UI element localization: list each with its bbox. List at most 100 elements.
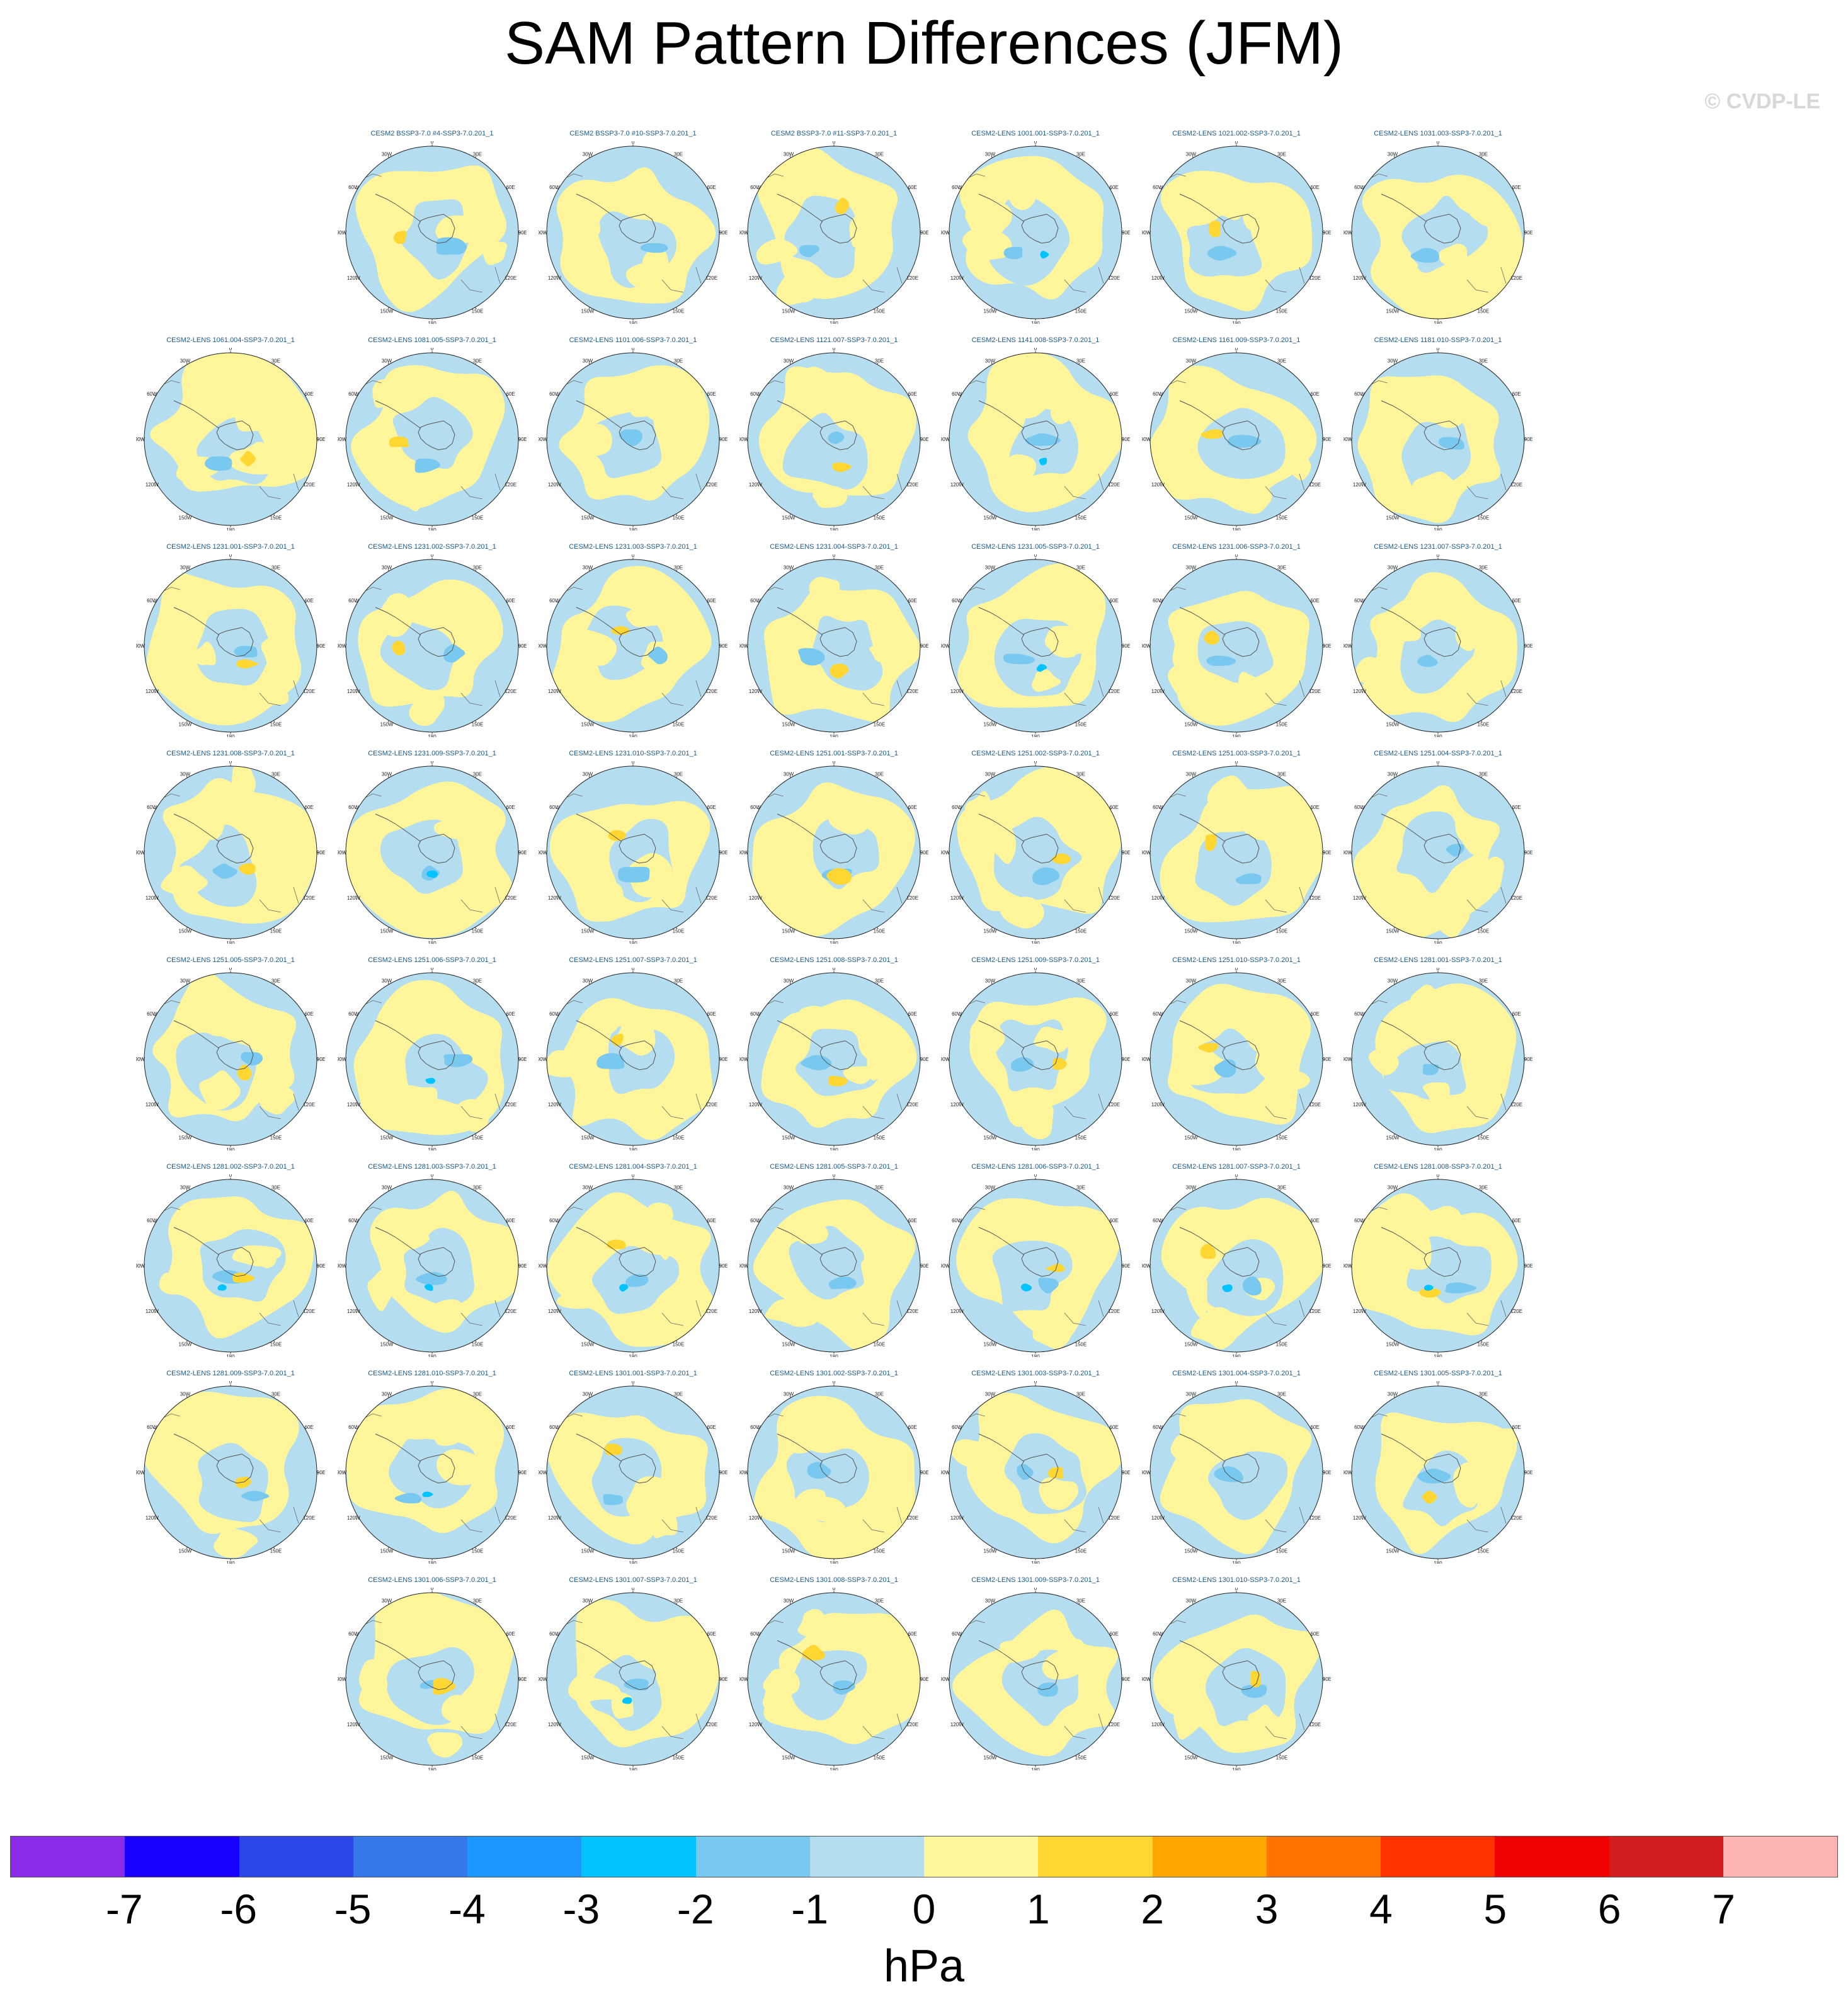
polar-map: 030E60E90E120E150E180150W120W90W60W30W (1343, 761, 1532, 944)
longitude-tick (908, 482, 911, 484)
longitude-tick (676, 569, 678, 571)
longitude-tick (387, 1602, 389, 1605)
credit-watermark: © CVDP-LE (1704, 89, 1820, 113)
longitude-label: 150E (673, 1755, 685, 1761)
longitude-label: 0 (431, 141, 434, 145)
longitude-label: 60W (750, 1011, 761, 1017)
contour-fill (234, 646, 258, 658)
longitude-label: 150E (673, 515, 685, 521)
map-panel: CESM2-LENS 1161.009-SSP3-7.0.201_1 0 30E 60… (1142, 336, 1331, 533)
polar-map: 030E60E90E120E150E180150W120W90W60W30W (539, 141, 727, 324)
contour-fill (372, 379, 399, 408)
longitude-tick (877, 927, 879, 929)
contour-fill (380, 819, 463, 894)
longitude-tick (789, 569, 791, 571)
contour-fill (1037, 1682, 1058, 1697)
longitude-tick (506, 1428, 509, 1430)
polar-map: 030E60E90E120E150E180150W120W90W60W30W (136, 554, 325, 737)
contour-fill (234, 394, 278, 432)
longitude-label: 120E (303, 895, 315, 901)
longitude-label: 150W (380, 1755, 394, 1761)
longitude-tick (877, 982, 879, 985)
longitude-label: 60E (305, 1011, 314, 1017)
contour-fill (402, 474, 429, 512)
coastline (173, 400, 220, 429)
longitude-tick (588, 1340, 590, 1343)
longitude-tick (475, 927, 477, 929)
longitude-tick (475, 1753, 477, 1756)
longitude-tick (1512, 394, 1515, 396)
polar-map: 030E60E90E120E150E180150W120W90W60W30W (539, 348, 727, 530)
contour-fill (380, 622, 456, 690)
panel-title: CESM2-LENS 1161.009-SSP3-7.0.201_1 (1172, 336, 1301, 344)
colorbar-swatch (924, 1836, 1039, 1877)
longitude-label: 90W (1343, 1263, 1353, 1269)
longitude-label: 90W (1142, 437, 1151, 442)
contour-fill (197, 994, 236, 1036)
coastline (978, 193, 1025, 222)
longitude-label: 30E (271, 1184, 280, 1190)
longitude-label: 30W (784, 564, 794, 570)
contour-fill (392, 640, 406, 656)
polar-map: 030E60E90E120E150E180150W120W90W60W30W (539, 1174, 727, 1357)
contour-fill (259, 1082, 295, 1115)
longitude-label: 150E (874, 515, 886, 521)
polar-map: 030E60E90E120E150E180150W120W90W60W30W (338, 1588, 527, 1770)
longitude-tick (1160, 482, 1162, 484)
contour-fill (1046, 1263, 1065, 1273)
longitude-label: 180 (1031, 1147, 1040, 1150)
longitude-tick (877, 156, 879, 158)
longitude-tick (908, 1722, 911, 1724)
longitude-label: 120E (1108, 1309, 1120, 1314)
longitude-label: 0 (1235, 1174, 1238, 1178)
longitude-label: 60W (1354, 1011, 1365, 1017)
longitude-label: 90E (317, 1263, 325, 1269)
contour-fill (389, 436, 409, 447)
contour-fill (433, 1678, 456, 1695)
longitude-tick (556, 1722, 559, 1724)
contour-fill (627, 852, 673, 898)
longitude-tick (676, 1547, 678, 1549)
longitude-label: 60E (1311, 1631, 1320, 1637)
contour-fill (261, 638, 285, 669)
longitude-tick (908, 394, 911, 396)
longitude-tick (757, 394, 760, 396)
longitude-label: 150E (472, 1342, 484, 1348)
longitude-tick (1512, 275, 1515, 277)
longitude-label: 90E (1524, 643, 1532, 649)
longitude-tick (877, 569, 879, 571)
longitude-label: 30W (382, 151, 392, 157)
longitude-tick (556, 689, 559, 690)
longitude-label: 150W (380, 929, 394, 934)
longitude-label: 30E (1076, 564, 1085, 570)
longitude-label: 30W (382, 1598, 392, 1603)
longitude-label: 30E (473, 771, 482, 777)
longitude-tick (556, 1515, 559, 1517)
contour-fill (1017, 1464, 1034, 1481)
longitude-label: 30E (875, 771, 884, 777)
longitude-label: 120E (906, 1309, 918, 1314)
longitude-label: 30E (1076, 978, 1085, 983)
panel-title: CESM2-LENS 1121.007-SSP3-7.0.201_1 (770, 336, 898, 344)
contour-fill (1032, 867, 1060, 885)
longitude-label: 30E (1479, 358, 1488, 364)
longitude-tick (1110, 482, 1112, 484)
longitude-label: 90W (338, 1676, 347, 1682)
longitude-label: 30W (180, 564, 191, 570)
longitude-tick (556, 1309, 559, 1310)
longitude-tick (506, 1722, 509, 1724)
longitude-tick (1512, 1014, 1515, 1016)
longitude-tick (1279, 1340, 1281, 1343)
contour-fill (1368, 1049, 1399, 1075)
colorbar-tick-label: 2 (1141, 1886, 1165, 1932)
colorbar-swatch (1152, 1836, 1267, 1877)
longitude-label: 150E (1075, 722, 1087, 728)
longitude-label: 30W (583, 771, 593, 777)
longitude-label: 0 (1437, 761, 1440, 765)
panel-title: CESM2-LENS 1281.001-SSP3-7.0.201_1 (1374, 956, 1502, 964)
longitude-tick (588, 569, 590, 571)
longitude-tick (1110, 275, 1112, 277)
contour-fill (809, 576, 841, 609)
longitude-tick (707, 689, 710, 690)
panel-title: CESM2-LENS 1251.010-SSP3-7.0.201_1 (1172, 956, 1301, 964)
